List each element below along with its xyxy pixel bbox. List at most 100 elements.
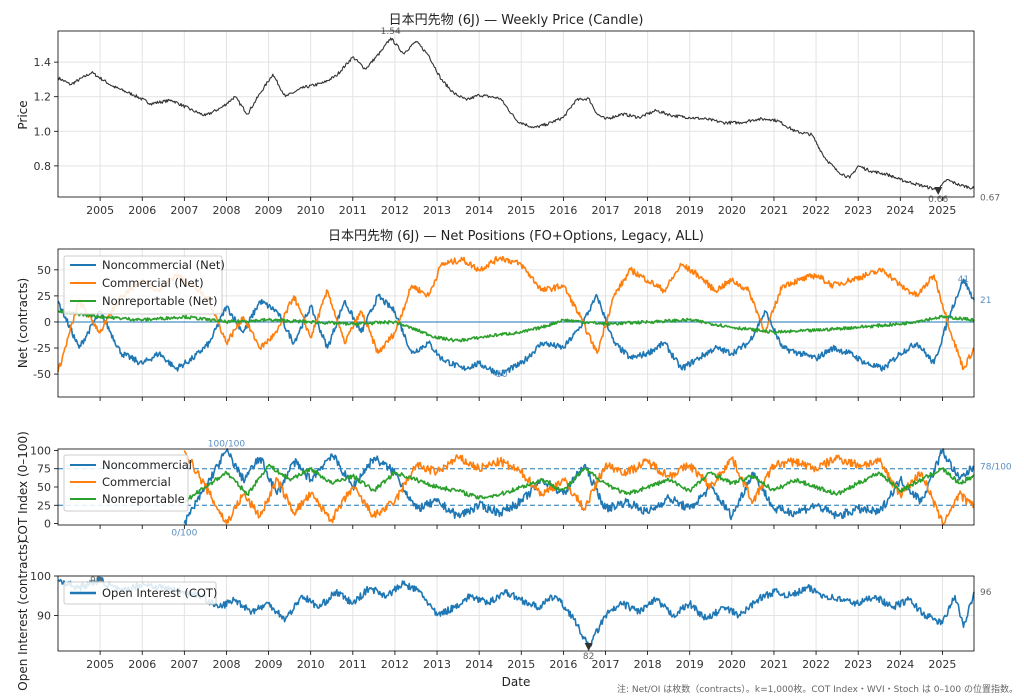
x-tick-label: 2023 bbox=[844, 204, 872, 217]
legend-label-open-interest: Open Interest (COT) bbox=[102, 586, 217, 600]
y-tick-label: -25 bbox=[33, 342, 51, 355]
net-y-axis-label: Net (contracts) bbox=[16, 278, 30, 368]
x-tick-label: 2012 bbox=[381, 204, 409, 217]
x-tick-label: 2024 bbox=[886, 204, 914, 217]
legend-label-nonreportable: Nonreportable bbox=[102, 492, 185, 506]
annotation-label: 0/100 bbox=[171, 529, 197, 539]
y-tick-label: 0 bbox=[44, 518, 51, 531]
legend-label-commercial: Commercial bbox=[102, 475, 171, 489]
oi-plot-frame bbox=[57, 575, 975, 652]
x-tick-label: 2007 bbox=[170, 204, 198, 217]
x-tick-label: 2011 bbox=[339, 204, 367, 217]
x-tick-label: 2006 bbox=[128, 204, 156, 217]
x-tick-label: 2009 bbox=[255, 204, 283, 217]
legend-label-noncommercial: Noncommercial bbox=[102, 458, 192, 472]
x-tick-label: 2025 bbox=[928, 204, 956, 217]
x-tick-label: 2010 bbox=[297, 204, 325, 217]
net-positions-panel: 日本円先物 (6J) — Net Positions (FO+Options, … bbox=[16, 229, 991, 401]
price-panel-title: 日本円先物 (6J) — Weekly Price (Candle) bbox=[389, 13, 644, 28]
net-legend: Noncommercial (Net) Commercial (Net) Non… bbox=[63, 255, 225, 315]
cot-index-panel: COT Index (0–100) 100/100 0/100 78/100 0 25… bbox=[16, 431, 1012, 543]
x-tick-label: 2005 bbox=[86, 658, 114, 671]
x-tick-label: 2013 bbox=[423, 658, 451, 671]
x-tick-label: 2013 bbox=[423, 204, 451, 217]
net-plot-frame bbox=[57, 248, 975, 398]
legend-label-noncommercial: Noncommercial (Net) bbox=[102, 258, 225, 272]
y-tick-label: 1.2 bbox=[34, 91, 52, 104]
x-tick-label: 2020 bbox=[718, 658, 746, 671]
annotation-label: 0.67 bbox=[980, 193, 1000, 203]
y-tick-label: 1.4 bbox=[34, 56, 52, 69]
x-tick-label: 2007 bbox=[170, 658, 198, 671]
legend-label-commercial: Commercial (Net) bbox=[102, 276, 204, 290]
open-interest-panel: Open Interest (contracts) Date 99 96 82 20… bbox=[16, 539, 992, 690]
x-tick-label: 2011 bbox=[339, 658, 367, 671]
annotation-label: 96 bbox=[980, 588, 992, 598]
oi-y-axis-label: Open Interest (contracts) bbox=[16, 539, 30, 690]
y-tick-label: -50 bbox=[33, 368, 51, 381]
x-tick-label: 2017 bbox=[591, 658, 619, 671]
y-tick-label: 50 bbox=[37, 481, 51, 494]
x-tick-label: 2024 bbox=[886, 658, 914, 671]
cot-plot-frame bbox=[57, 448, 975, 526]
annotation-label: 21 bbox=[980, 296, 991, 306]
price-plot-frame bbox=[57, 30, 975, 198]
annotation-label: 82 bbox=[583, 652, 594, 662]
footnote: 注: Net/OI は枚数（contracts）。k=1,000枚。COT In… bbox=[617, 683, 1018, 695]
net-panel-title: 日本円先物 (6J) — Net Positions (FO+Options, … bbox=[328, 229, 704, 244]
annotation-label: 99 bbox=[90, 576, 102, 586]
series-line-commercial bbox=[183, 450, 975, 526]
y-tick-label: 50 bbox=[37, 264, 51, 277]
annotation-label: 100/100 bbox=[208, 439, 246, 449]
y-tick-label: 25 bbox=[37, 290, 51, 303]
x-tick-label: 2015 bbox=[507, 658, 535, 671]
y-tick-label: 25 bbox=[37, 499, 51, 512]
y-tick-label: 1.0 bbox=[34, 125, 52, 138]
y-tick-label: 75 bbox=[37, 463, 51, 476]
annotation-label: 78/100 bbox=[980, 463, 1012, 473]
x-tick-label: 2022 bbox=[802, 658, 830, 671]
series-line-nonreportable bbox=[183, 463, 975, 504]
y-tick-label: 90 bbox=[37, 609, 51, 622]
x-tick-label: 2012 bbox=[381, 658, 409, 671]
annotation-label: 41 bbox=[958, 275, 969, 285]
x-tick-label: 2016 bbox=[549, 658, 577, 671]
series-line-price bbox=[57, 37, 975, 192]
x-tick-label: 2025 bbox=[928, 658, 956, 671]
extreme-marker bbox=[584, 643, 593, 651]
x-axis-label: Date bbox=[502, 675, 531, 689]
y-tick-label: 0.8 bbox=[34, 160, 52, 173]
x-tick-label: 2020 bbox=[718, 204, 746, 217]
annotation-label: 1.54 bbox=[381, 27, 401, 37]
x-tick-label: 2017 bbox=[591, 204, 619, 217]
x-tick-label: 2019 bbox=[676, 204, 704, 217]
x-tick-label: 2018 bbox=[634, 204, 662, 217]
series-line-nonreportable bbox=[57, 309, 975, 343]
x-tick-label: 2023 bbox=[844, 658, 872, 671]
x-tick-label: 2008 bbox=[212, 204, 240, 217]
extreme-marker bbox=[934, 186, 943, 195]
y-tick-label: 0 bbox=[44, 316, 51, 329]
x-tick-label: 2005 bbox=[86, 204, 114, 217]
price-panel: 日本円先物 (6J) — Weekly Price (Candle) Price… bbox=[16, 13, 1000, 217]
y-tick-label: 100 bbox=[30, 444, 51, 457]
x-tick-label: 2008 bbox=[212, 658, 240, 671]
x-tick-label: 2015 bbox=[507, 204, 535, 217]
oi-legend: Open Interest (COT) bbox=[63, 581, 217, 605]
x-tick-label: 2014 bbox=[465, 204, 493, 217]
x-tick-label: 2010 bbox=[297, 658, 325, 671]
annotation-label: -50 bbox=[493, 370, 508, 380]
price-y-axis-label: Price bbox=[16, 100, 30, 129]
legend-label-nonreportable: Nonreportable (Net) bbox=[102, 294, 217, 308]
series-line-noncommercial bbox=[57, 278, 975, 377]
x-tick-label: 2014 bbox=[465, 658, 493, 671]
cot-y-axis-label: COT Index (0–100) bbox=[16, 431, 30, 543]
annotation-label: 0.66 bbox=[928, 195, 948, 205]
x-tick-label: 2021 bbox=[760, 204, 788, 217]
y-tick-label: 100 bbox=[30, 570, 51, 583]
x-tick-label: 2022 bbox=[802, 204, 830, 217]
x-tick-label: 2018 bbox=[634, 658, 662, 671]
x-tick-label: 2006 bbox=[128, 658, 156, 671]
cot-legend: Noncommercial Commercial Nonreportable bbox=[63, 454, 192, 512]
